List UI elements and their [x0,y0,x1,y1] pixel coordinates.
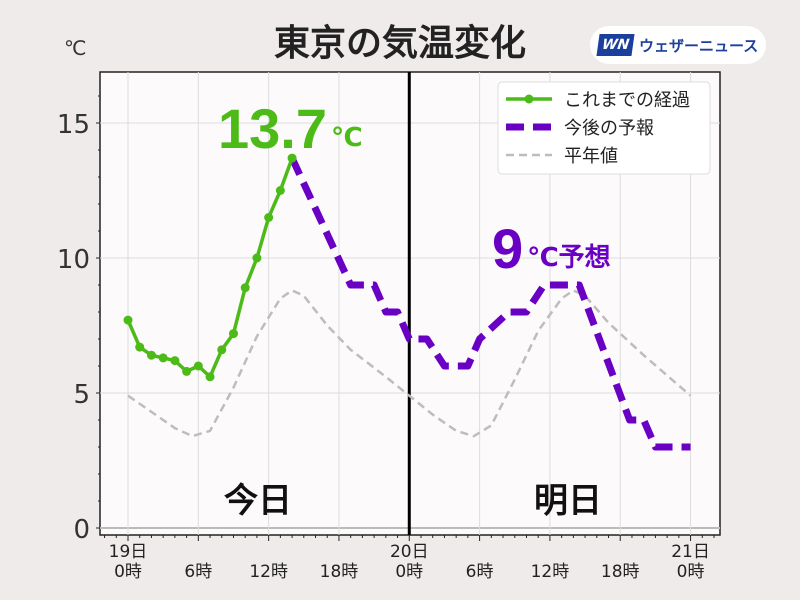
observed-point [205,372,215,382]
chart-title: 東京の気温変化 [273,23,526,64]
x-tick-label: 12時 [531,562,570,582]
y-axis-unit: ℃ [64,36,87,60]
today-label: 今日 [224,481,292,521]
observed-point [252,253,262,263]
observed-point [275,186,285,195]
tomorrow-label: 明日 [534,481,602,521]
x-tick-label: 12時 [249,562,288,582]
x-tick-label: 0時 [677,562,705,582]
max-temp-today-unit: ℃ [331,123,362,153]
legend-box [497,81,711,175]
observed-point [146,350,156,360]
x-tick-label: 6時 [184,562,212,582]
observed-point [193,361,203,371]
observed-point [287,153,297,163]
legend-label: 今後の予報 [564,118,654,139]
legend-label: 平年値 [564,146,618,167]
max-temp-tomorrow: 9 [492,217,523,280]
weathernews-logo: WN ウェザーニュース [590,26,766,64]
x-tick-label: 6時 [466,562,494,582]
observed-point [228,329,238,339]
x-tick-label: 18時 [601,562,640,582]
observed-point [135,342,145,352]
y-tick-label: 0 [73,515,90,545]
max-temp-today: 13.7 [218,97,327,160]
legend-label: これまでの経過 [564,90,690,111]
x-tick-label: 0時 [395,562,423,582]
observed-point [240,283,250,293]
observed-point [123,315,133,325]
y-tick-label: 5 [73,380,90,410]
observed-point [217,345,227,355]
x-tick-label: 18時 [320,562,359,582]
legend-marker [524,94,534,104]
observed-point [170,356,180,366]
y-tick-label: 15 [57,110,90,140]
y-tick-label: 10 [57,245,90,275]
series-forecast-line [288,156,691,451]
x-tick-label: 20日 [390,542,429,562]
x-tick-label: 19日 [109,542,148,562]
logo-text: ウェザーニュース [638,36,759,55]
observed-point [158,353,168,363]
observed-point [264,213,274,222]
x-tick-label: 0時 [114,562,142,582]
x-tick-label: 21日 [671,542,710,562]
observed-point [182,366,192,376]
max-temp-tomorrow-unit: ℃予想 [527,243,611,273]
